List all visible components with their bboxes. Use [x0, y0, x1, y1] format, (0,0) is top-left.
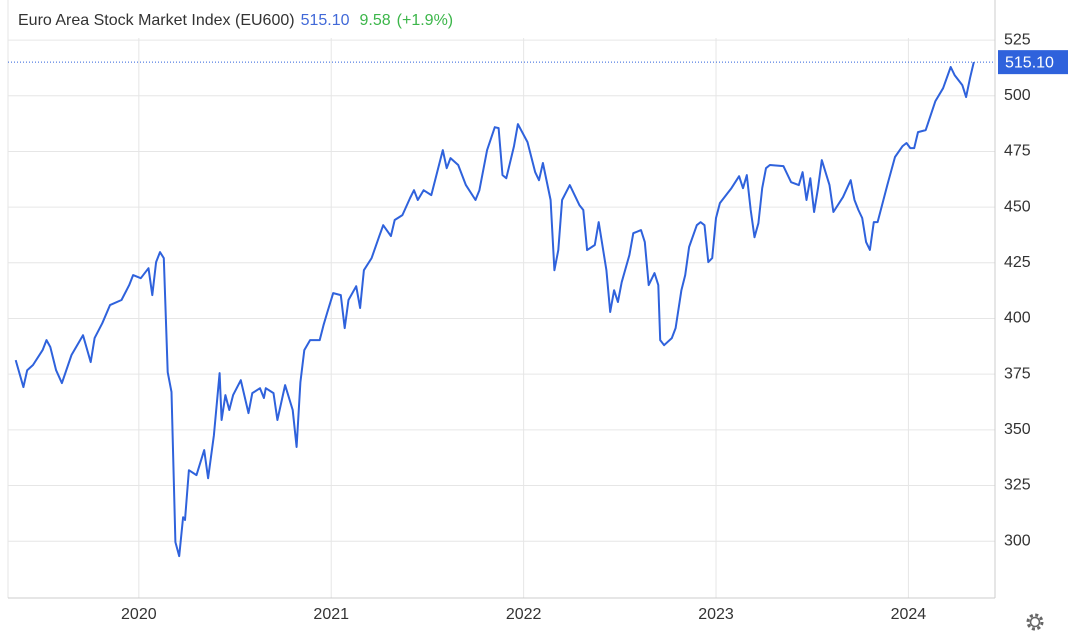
x-tick-label: 2022	[506, 606, 542, 623]
y-tick-label: 525	[1004, 31, 1031, 48]
x-tick-label: 2024	[891, 606, 927, 623]
x-tick-label: 2020	[121, 606, 157, 623]
y-tick-label: 300	[1004, 532, 1031, 549]
change-percent: (+1.9%)	[397, 12, 453, 29]
y-tick-label: 375	[1004, 365, 1031, 382]
y-tick-label: 475	[1004, 143, 1031, 160]
y-tick-label: 425	[1004, 254, 1031, 271]
x-tick-label: 2021	[313, 606, 349, 623]
y-tick-label: 400	[1004, 310, 1031, 327]
last-value-badge	[998, 50, 1068, 75]
y-tick-label: 500	[1004, 87, 1031, 104]
y-tick-label: 450	[1004, 198, 1031, 215]
y-tick-label: 325	[1004, 477, 1031, 494]
price-line	[14, 61, 975, 558]
x-tick-label: 2023	[698, 606, 734, 623]
title: Euro Area Stock Market Index (EU600)	[18, 12, 295, 29]
change: 9.58	[360, 12, 391, 29]
last-value-badge-label: 515.10	[1005, 54, 1054, 71]
y-tick-label: 350	[1004, 421, 1031, 438]
chart-title: Euro Area Stock Market Index (EU600) 515.…	[18, 12, 453, 29]
grid	[8, 38, 995, 598]
settings-icon[interactable]	[1026, 613, 1044, 631]
last-value: 515.10	[301, 12, 350, 29]
